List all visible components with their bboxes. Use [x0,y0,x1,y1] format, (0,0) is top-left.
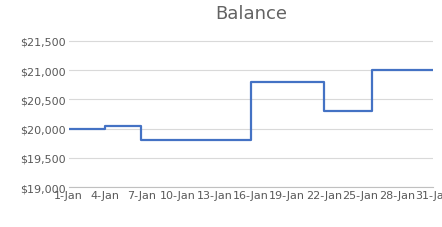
Title: Balance: Balance [215,5,287,23]
